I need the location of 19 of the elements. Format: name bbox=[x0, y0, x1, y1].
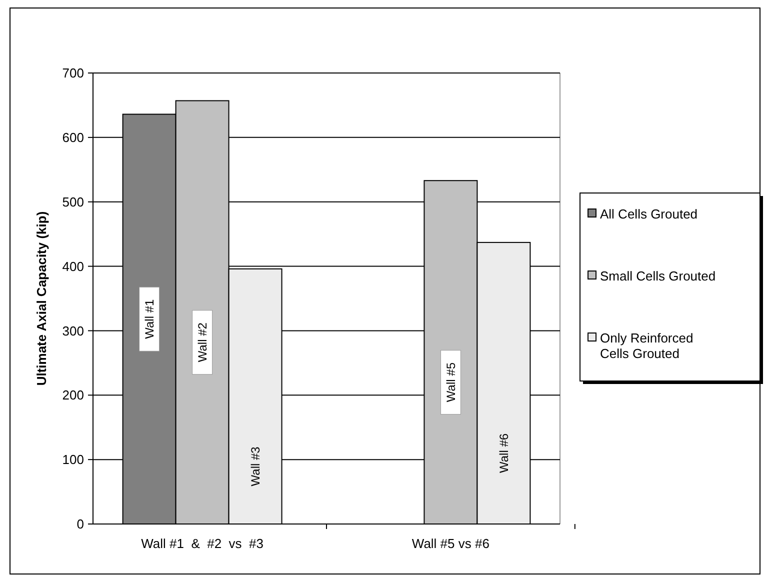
y-tick-label: 300 bbox=[62, 323, 84, 338]
legend-label: Small Cells Grouted bbox=[600, 268, 716, 284]
y-tick-label: 500 bbox=[62, 194, 84, 210]
y-tick-label: 100 bbox=[62, 452, 84, 468]
annotation: Wall #2 bbox=[196, 322, 210, 362]
y-tick-label: 400 bbox=[62, 258, 84, 274]
annotation: Wall #5 bbox=[444, 362, 458, 402]
y-tick-label: 0 bbox=[76, 516, 84, 532]
annotation: Wall #1 bbox=[142, 299, 157, 339]
legend-label: Only Reinforced Cells Grouted bbox=[600, 330, 694, 362]
x-tick-label: Wall #5 vs #6 bbox=[412, 536, 490, 551]
annotation: Wall #3 bbox=[248, 446, 262, 486]
y-tick-label: 700 bbox=[62, 66, 84, 81]
annotation: Wall #6 bbox=[496, 433, 511, 474]
x-tick-label: Wall #1 & #2 vs #3 bbox=[141, 536, 264, 551]
y-axis-title: Ultimate Axial Capacity (kip) bbox=[34, 211, 49, 386]
legend-label: All Cells Grouted bbox=[600, 206, 698, 222]
y-tick-label: 600 bbox=[62, 130, 84, 145]
y-tick-label: 200 bbox=[62, 388, 84, 403]
